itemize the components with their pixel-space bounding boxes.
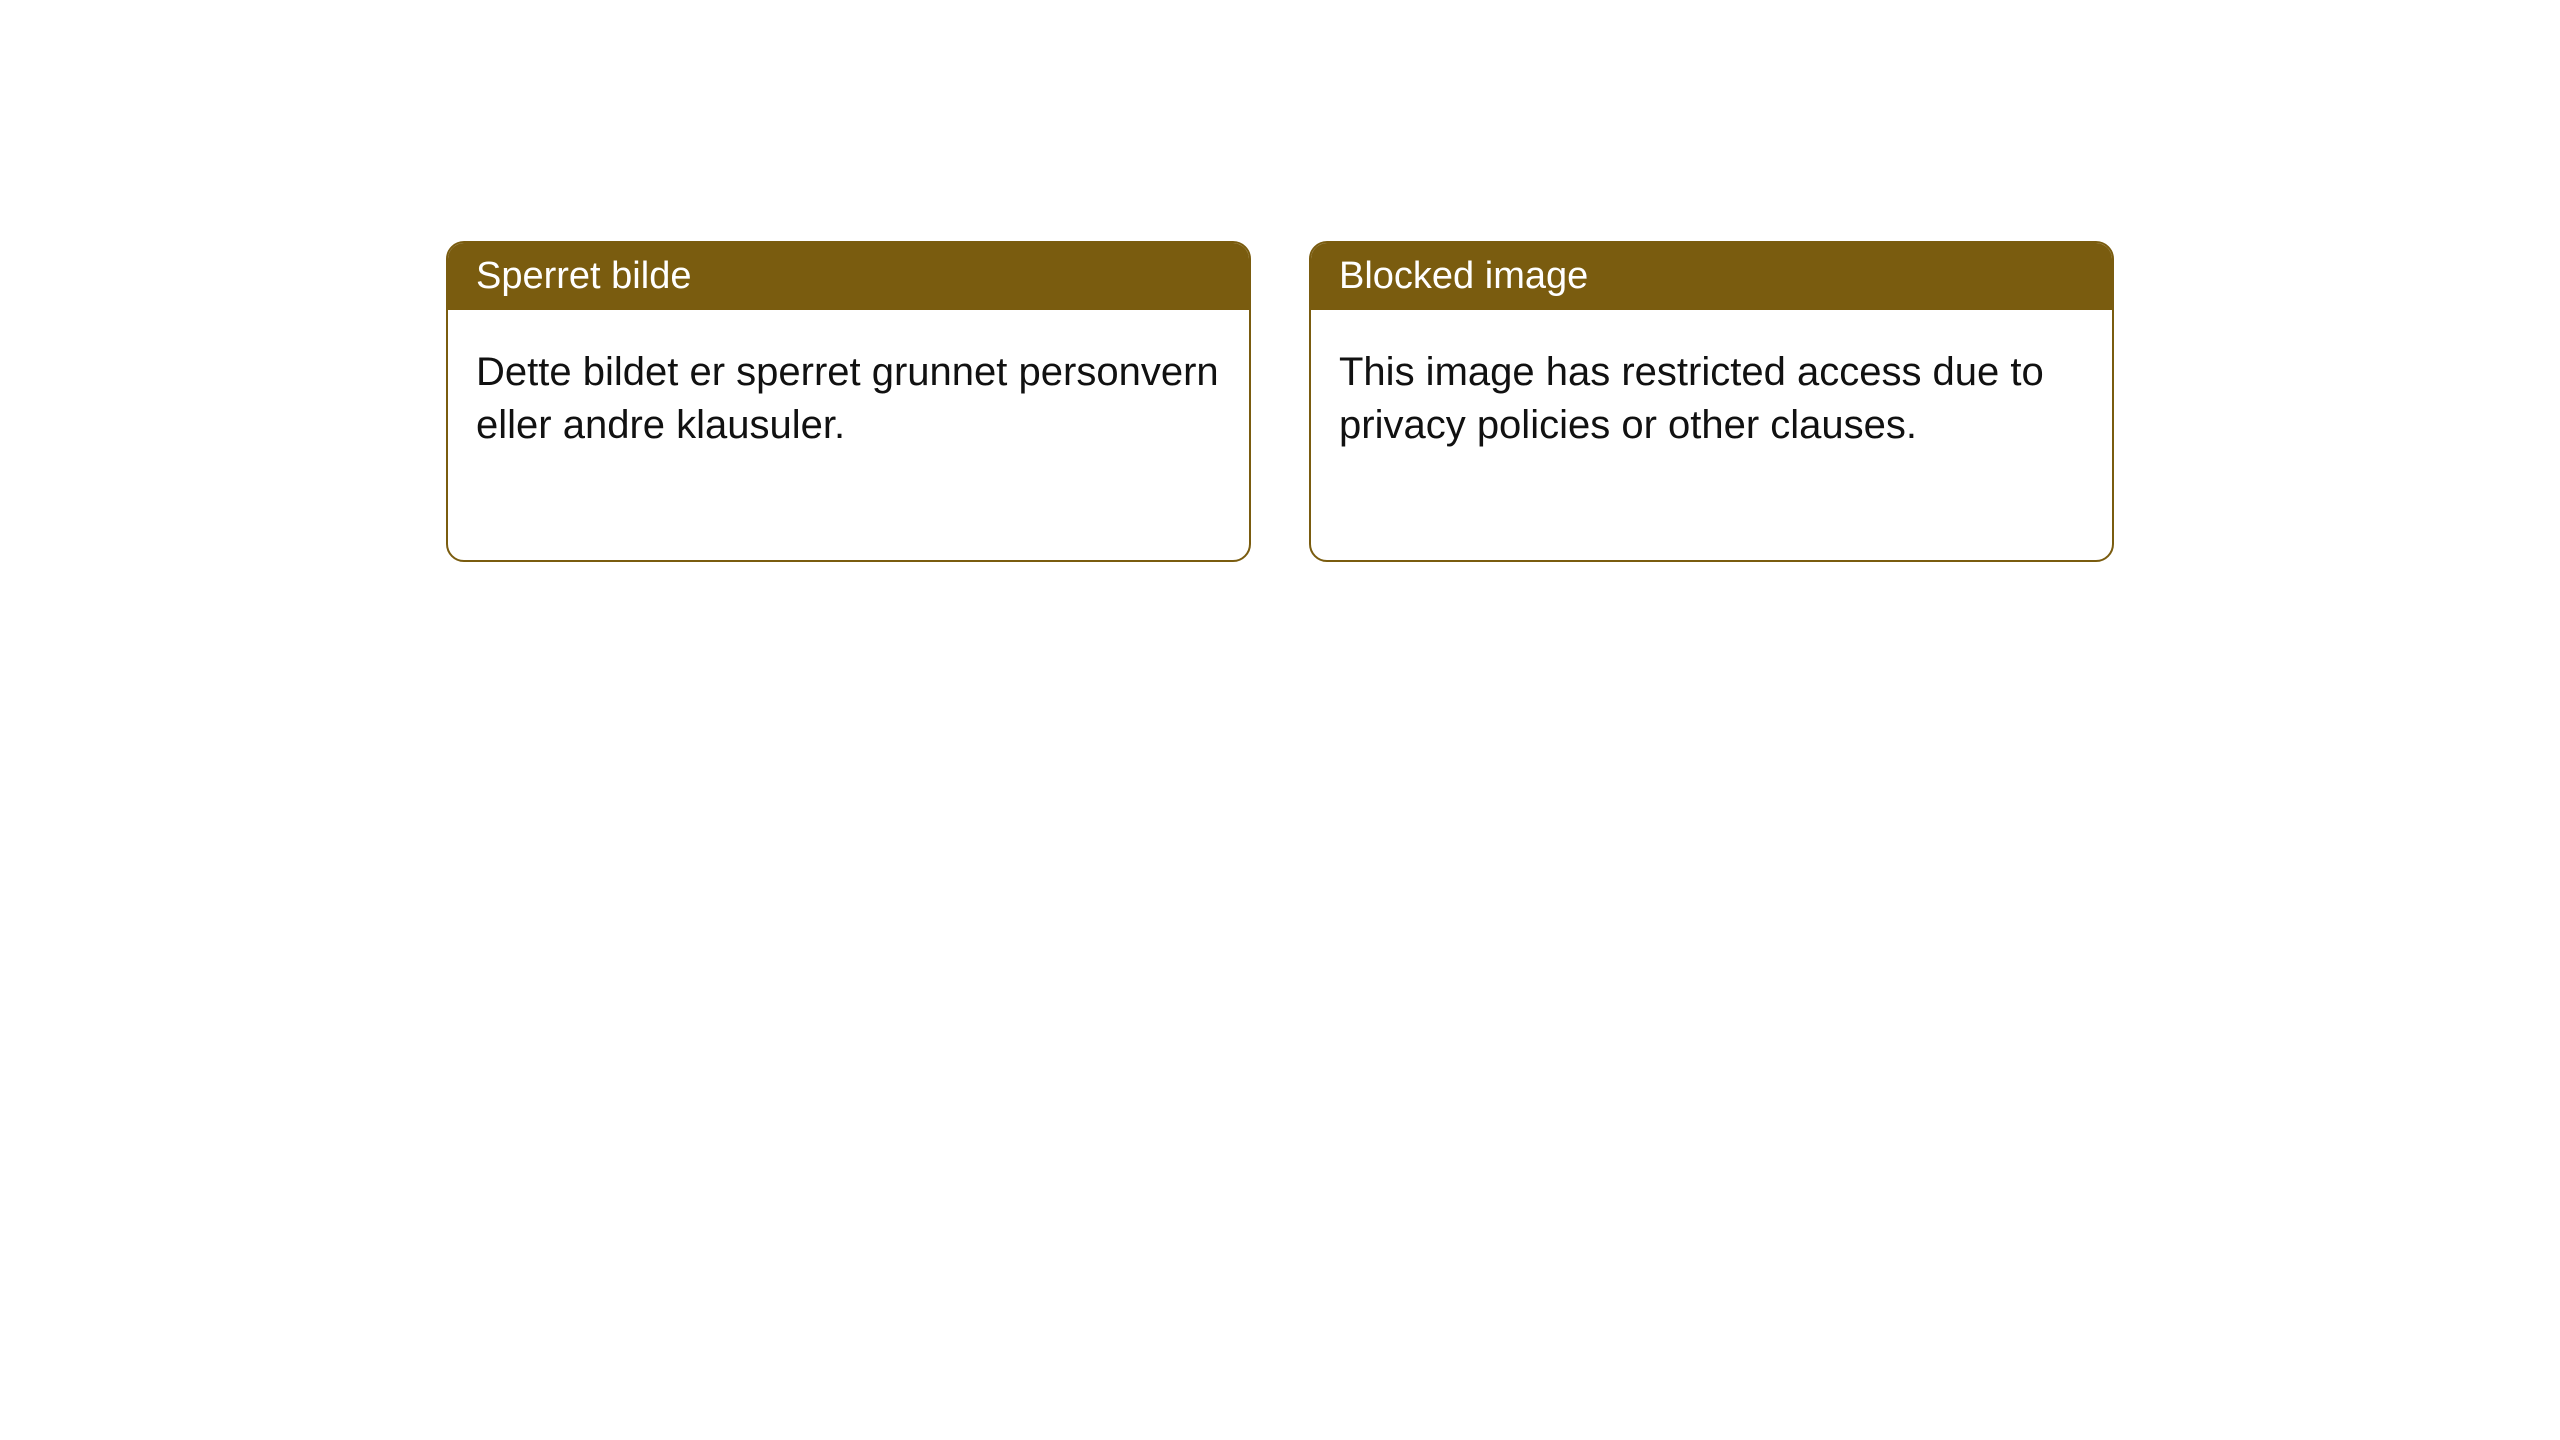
notice-card-norwegian: Sperret bilde Dette bildet er sperret gr…: [446, 241, 1251, 562]
card-body-text: Dette bildet er sperret grunnet personve…: [476, 350, 1219, 447]
card-header: Blocked image: [1311, 243, 2112, 310]
card-body: This image has restricted access due to …: [1311, 310, 2112, 560]
notice-card-english: Blocked image This image has restricted …: [1309, 241, 2114, 562]
card-body: Dette bildet er sperret grunnet personve…: [448, 310, 1249, 560]
card-title: Blocked image: [1339, 255, 1588, 297]
notice-cards-container: Sperret bilde Dette bildet er sperret gr…: [446, 241, 2114, 562]
card-body-text: This image has restricted access due to …: [1339, 350, 2044, 447]
card-title: Sperret bilde: [476, 255, 691, 297]
card-header: Sperret bilde: [448, 243, 1249, 310]
